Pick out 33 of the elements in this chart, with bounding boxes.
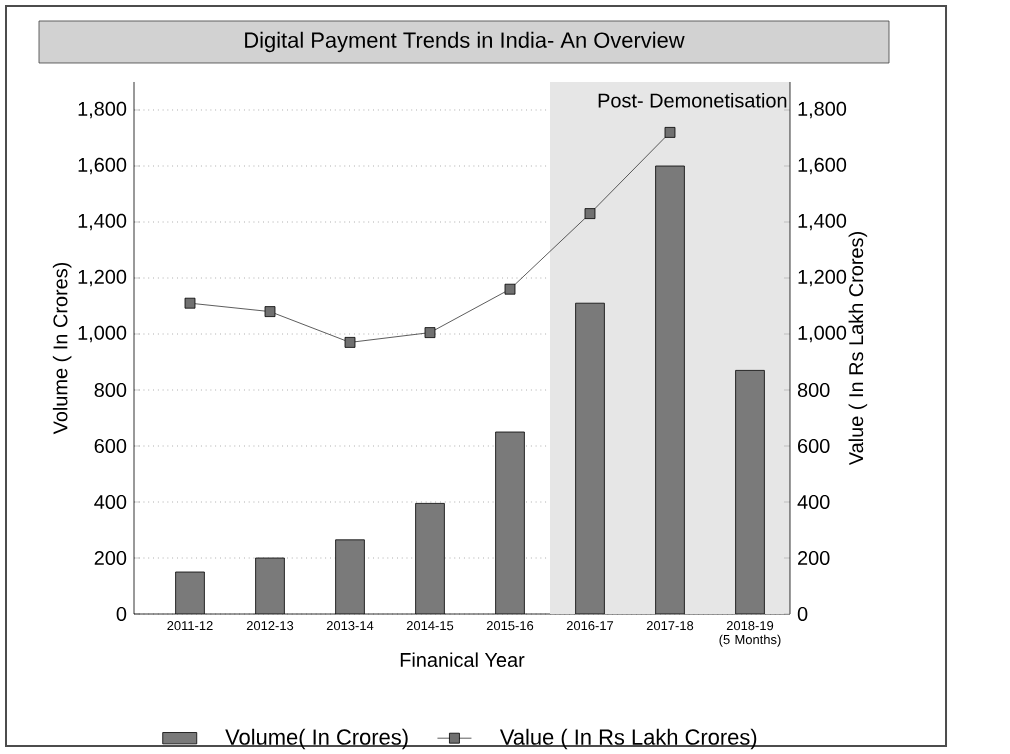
y-tick-label: 800 [94,382,127,398]
y2-tick-label: 0 [797,606,808,622]
y-tick-label: 1,400 [78,213,127,231]
y2-tick-label: 1,600 [798,157,847,175]
y-tick-label: 1,200 [78,269,127,287]
chart-title: Digital Payment Trends in India- An Overview [245,31,685,53]
bar [655,166,685,614]
legend-label: Volume( In Crores) [225,728,408,750]
y-tick-label: 200 [94,550,127,566]
y2-tick-label: 1,200 [798,269,847,287]
y-tick-label: 600 [94,438,127,454]
bar [735,370,765,614]
y2-axis-title: Value ( In Rs Lakh Crores) [848,232,868,466]
y2-tick-label: 1,000 [798,325,847,343]
y-axis-title: Volume ( In Crores) [52,262,72,435]
y2-tick-label: 1,800 [798,101,847,119]
y2-tick-label: 600 [798,438,830,454]
y-tick-label: 1,000 [78,325,127,343]
band-label: Post- Demonetisation [598,92,787,108]
y-tick-label: 1,600 [78,157,127,175]
bar [255,558,285,614]
y-tick-label: 400 [94,494,127,510]
bar [575,303,605,614]
bar [335,539,365,614]
y2-tick-label: 200 [798,550,830,566]
y-tick-label: 0 [116,606,127,622]
x-axis-title: Finanical Year [400,652,525,668]
y2-tick-label: 800 [797,382,830,398]
legend-label: Value ( In Rs Lakh Crores) [499,728,757,750]
y2-tick-label: 400 [797,494,830,510]
y-tick-label: 1,800 [78,101,127,119]
y2-tick-label: 1,400 [798,213,847,231]
bar [175,572,205,614]
